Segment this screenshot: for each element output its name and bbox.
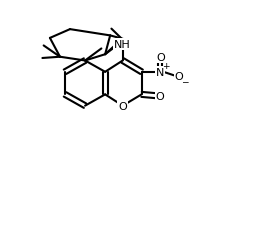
Text: NH: NH	[114, 40, 131, 50]
Text: O: O	[156, 52, 165, 62]
Text: O: O	[175, 71, 184, 81]
Text: O: O	[155, 91, 164, 101]
Text: O: O	[118, 104, 127, 114]
Text: O: O	[118, 101, 127, 111]
Text: −: −	[181, 77, 189, 86]
Text: +: +	[162, 62, 170, 71]
Text: N: N	[156, 68, 165, 78]
